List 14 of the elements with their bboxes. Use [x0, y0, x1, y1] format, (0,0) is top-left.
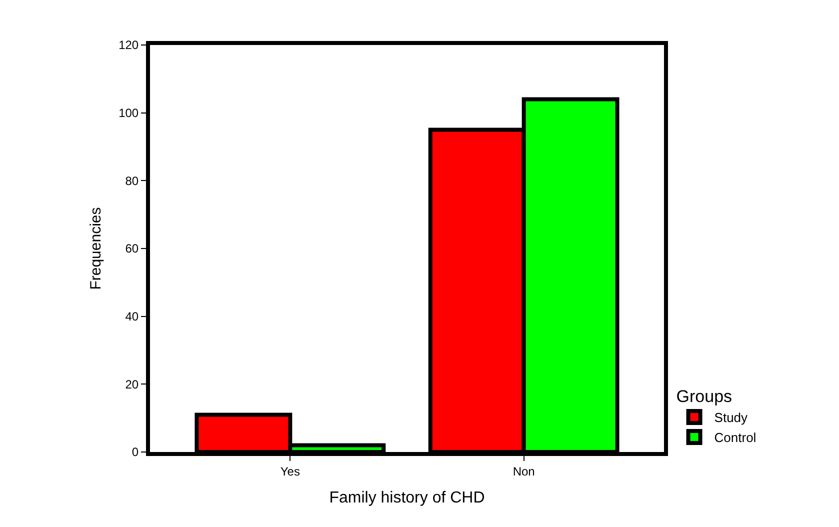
y-tick-label: 0: [132, 445, 139, 460]
x-tick-label: Yes: [280, 464, 300, 478]
y-tick-label: 120: [118, 38, 139, 52]
y-tick-label: 40: [125, 310, 139, 324]
legend-title: Groups: [676, 387, 732, 406]
y-axis-title: Frequencies: [87, 207, 104, 290]
x-axis-title: Family history of CHD: [329, 490, 485, 507]
x-tick-label: Non: [512, 464, 535, 478]
y-tick-label: 60: [125, 242, 139, 256]
y-tick-label: 20: [125, 377, 139, 392]
legend-label: Study: [714, 410, 748, 426]
y-tick-label: 80: [125, 174, 139, 188]
legend-label: Control: [714, 430, 756, 446]
y-tick-label: 100: [118, 106, 139, 120]
